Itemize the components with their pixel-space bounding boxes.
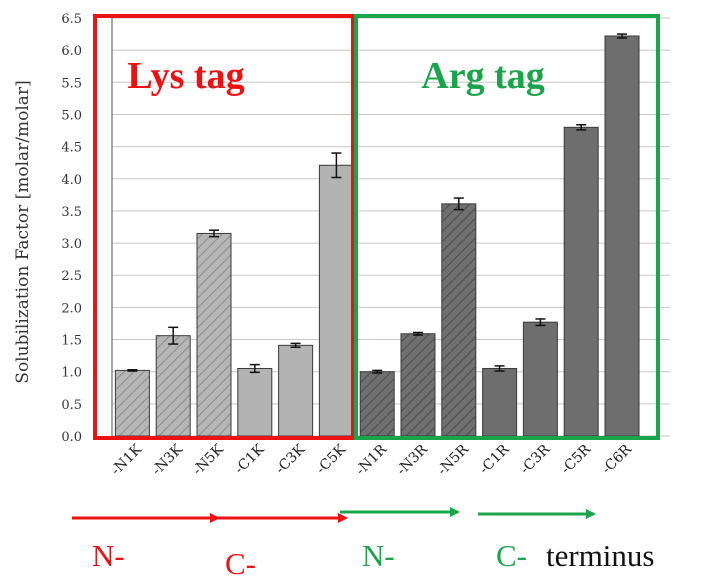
bar-c5k [318,164,354,437]
x-tick-labels: -N1K -N3K -N5K -C1K -C3K -C5K -N1R -N3R -N5R -C1R… [108,441,635,478]
bar-c3r [522,321,558,437]
group-boxes: Lys tag Arg tag [93,14,660,440]
n-terminus-arg-label: N- [362,538,395,573]
x-tick-label: -N3R [394,441,431,478]
bar-n3r [400,333,436,437]
y-tick-label: 0.0 [61,430,82,445]
x-tick-label: -N1K [108,441,145,478]
x-tick-label: -N5R [435,441,472,478]
bar-n3k [155,335,191,437]
bar-n5k [196,232,232,437]
x-tick-label: -C3K [272,441,308,477]
error-bars [127,33,627,374]
n-terminus-lys-label: N- [92,538,125,573]
bar-c6r [604,35,640,437]
x-tick-label: -N5K [190,441,227,478]
bar-n1k [114,369,150,437]
y-tick-label: 2.5 [61,269,82,284]
y-tick-label: 0.5 [61,398,82,413]
terminus-label: terminus [546,538,655,573]
x-tick-label: -N3K [149,441,186,478]
y-tick-label: 3.5 [61,205,82,220]
y-tick-label: 4.0 [61,173,82,188]
group-title-arg: Arg tag [421,55,544,97]
x-tick-label: -C6R [599,441,635,477]
x-tick-label: -C1K [232,441,268,477]
y-tick-label: 2.0 [61,301,82,316]
y-axis-label: Solubilization Factor [molar/molar] [13,80,33,383]
bar-c5r [563,126,599,437]
x-tick-label: -C5R [558,441,594,477]
group-box-arg [354,14,660,440]
x-tick-label: -C3R [517,441,553,477]
c-terminus-lys-label: C- [225,546,256,581]
y-tick-label: 5.0 [61,108,82,123]
terminus-arrows [72,507,596,523]
y-tick-label: 6.0 [61,44,82,59]
c-terminus-arg-label: C- [496,538,527,573]
bar-c1r [482,367,518,437]
x-tick-label: -C5K [313,441,349,477]
y-tick-label: 4.5 [61,141,82,156]
y-tick-label: 1.0 [61,366,82,381]
y-tick-label: 6.5 [61,12,82,27]
y-tick-labels: 0.0 0.5 1.0 1.5 2.0 2.5 3.0 3.5 4.0 4.5 5.0 5.5 6.0 6… [61,12,82,445]
y-tick-label: 1.5 [61,334,82,349]
y-tick-label: 5.5 [61,76,82,91]
group-title-lys: Lys tag [127,55,244,97]
x-tick-label: -C1R [476,441,512,477]
group-box-lys [93,14,355,440]
bars [114,35,640,437]
bar-c1k [237,367,273,437]
bar-c3k [278,344,314,437]
y-tick-label: 3.0 [61,237,82,252]
bar-n1r [359,371,395,437]
bar-n5r [441,203,477,437]
x-tick-label: -N1R [353,441,390,478]
